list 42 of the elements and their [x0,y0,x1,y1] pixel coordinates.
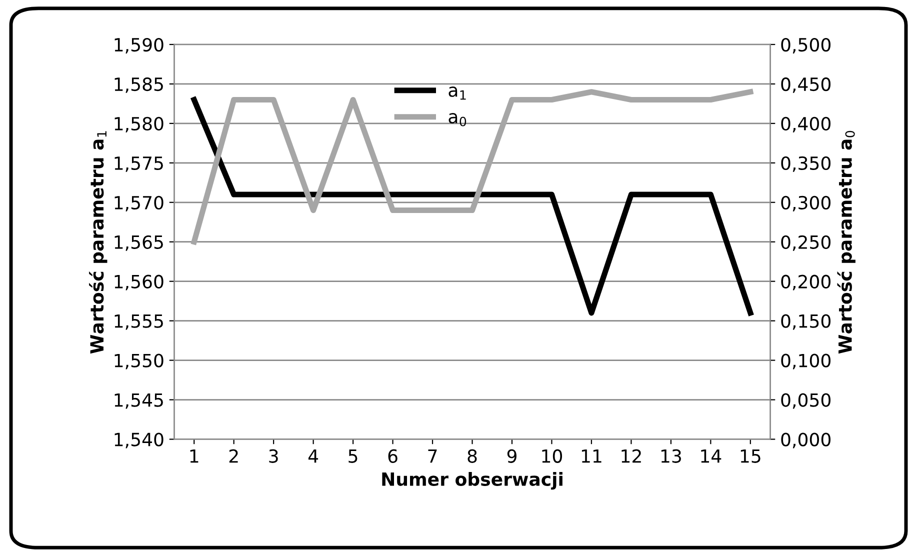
x-tick-label: 2 [229,449,238,463]
y2-tick-label: 0,300 [781,196,830,212]
y-tick-label: 1,555 [114,314,163,330]
y-axis-title: Wartość parametru a$_{1}$ [89,131,108,354]
x-tick-label: 8 [468,449,477,463]
x-tick-label: 7 [428,450,437,463]
y2-axis-title: Wartość parametru a$_{0}$ [837,130,856,354]
y-tick-label: 1,560 [114,274,164,290]
y2-tick-label: 0,200 [781,274,830,290]
y2-tick-label: 0,150 [781,314,830,330]
y-tick-label: 1,540 [114,432,164,448]
y-tick-label: 1,585 [114,77,163,93]
legend-label: a$_{0}$ [448,113,466,126]
x-axis-title: Numer obserwacji [382,472,562,490]
y2-tick-label: 0,050 [781,393,830,409]
x-tick-label: 10 [542,449,562,463]
x-tick-label: 1 [190,450,198,463]
y2-tick-label: 0,400 [781,116,830,132]
x-tick-label: 13 [661,449,681,463]
y-tick-label: 1,565 [114,235,163,251]
y2-tick-label: 0,100 [781,354,830,370]
y-tick-label: 1,590 [114,38,164,54]
y-tick-label: 1,570 [114,196,164,212]
y2-tick-label: 0,500 [781,38,830,54]
x-tick-label: 11 [582,450,602,463]
x-tick-label: 9 [507,449,516,463]
x-tick-label: 14 [701,450,722,463]
y-tick-label: 1,580 [114,116,164,132]
x-tick-label: 3 [269,449,278,463]
y2-tick-label: 0,450 [781,77,830,93]
y2-tick-label: 0,350 [781,156,830,172]
y-tick-label: 1,545 [114,393,163,409]
y-tick-label: 1,575 [114,156,163,172]
x-tick-label: 12 [622,449,641,463]
x-tick-label: 15 [740,450,760,463]
legend-label: a$_{1}$ [448,86,466,100]
x-tick-label: 5 [348,450,358,463]
x-tick-label: 6 [388,449,398,463]
x-tick-label: 4 [308,450,318,463]
y-tick-label: 1,550 [114,354,164,370]
y2-tick-label: 0,000 [781,432,830,448]
y2-tick-label: 0,250 [781,235,830,251]
